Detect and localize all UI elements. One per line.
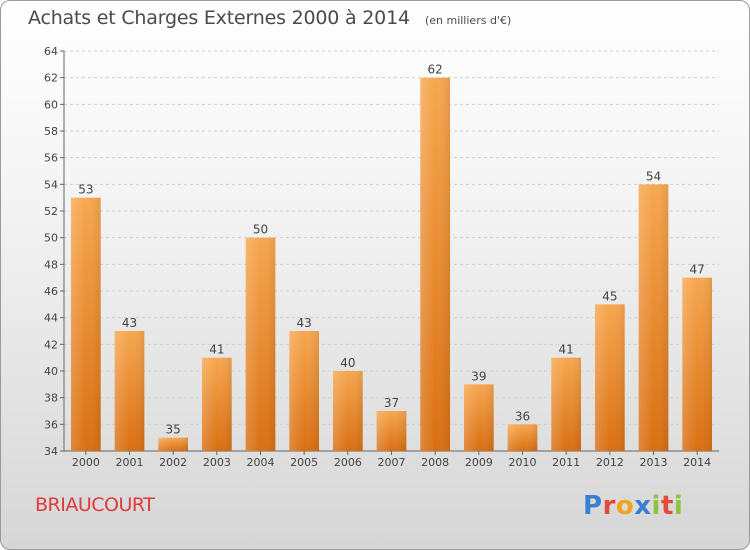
x-tick-label: 2013 xyxy=(640,456,668,469)
y-tick-label: 42 xyxy=(44,338,58,351)
logo-letter: i xyxy=(651,491,661,521)
data-label: 54 xyxy=(646,169,661,183)
y-tick-label: 56 xyxy=(44,152,58,165)
logo-letter: o xyxy=(615,491,635,521)
y-tick-label: 62 xyxy=(44,72,58,85)
bar-shine xyxy=(201,357,232,451)
bar-shine xyxy=(114,331,145,451)
data-label: 35 xyxy=(166,423,181,437)
logo-letter: P xyxy=(583,491,603,521)
x-tick-label: 2006 xyxy=(334,456,362,469)
bar-shine xyxy=(289,331,320,451)
x-tick-label: 2012 xyxy=(596,456,624,469)
chart-subtitle: (en milliers d'€) xyxy=(424,14,512,27)
data-label: 47 xyxy=(690,263,705,277)
data-label: 53 xyxy=(78,183,93,197)
x-tick-label: 2002 xyxy=(159,456,187,469)
logo-letter: i xyxy=(673,491,684,521)
y-tick-label: 44 xyxy=(44,312,58,325)
x-tick-label: 2014 xyxy=(683,456,711,469)
data-label: 41 xyxy=(209,343,224,357)
y-tick-label: 36 xyxy=(44,418,58,431)
x-tick-label: 2001 xyxy=(116,456,144,469)
y-tick-label: 34 xyxy=(44,445,58,458)
bars xyxy=(70,77,713,452)
bar-shine xyxy=(638,184,669,452)
data-label: 43 xyxy=(297,316,312,330)
logo-letter: r xyxy=(602,491,616,521)
data-label: 50 xyxy=(253,223,268,237)
data-label: 62 xyxy=(428,63,443,77)
data-labels: 53 43 35 41 50 43 40 37 62 39 36 41 45 54 47 xyxy=(78,63,705,437)
bar-shine xyxy=(463,384,494,451)
x-tick-label: 2000 xyxy=(72,456,100,469)
y-tick-label: 38 xyxy=(44,392,58,405)
x-tick-label: 2003 xyxy=(203,456,231,469)
data-label: 45 xyxy=(602,289,617,303)
chart-title-text: Achats et Charges Externes 2000 à 2014 xyxy=(28,7,410,29)
x-tick-label: 2007 xyxy=(378,456,406,469)
grid-lines xyxy=(64,50,719,452)
x-tick-label: 2004 xyxy=(247,456,275,469)
bar-shine xyxy=(420,77,451,452)
bar-shine xyxy=(682,277,713,451)
bar-shine xyxy=(158,437,189,451)
data-label: 41 xyxy=(559,343,574,357)
x-tick-label: 2010 xyxy=(509,456,537,469)
data-label: 37 xyxy=(384,396,399,410)
x-tick-labels: 2000 2001 2002 2003 2004 2005 2006 2007 2008 2009… xyxy=(72,456,711,469)
proxiti-logo: Proxiti xyxy=(583,491,683,521)
logo-letter: x xyxy=(634,491,652,521)
data-label: 40 xyxy=(340,356,355,370)
x-tick-label: 2005 xyxy=(290,456,318,469)
y-tick-labels: 34 36 38 40 42 44 46 48 50 52 54 56 58 60 62 64 xyxy=(44,45,58,458)
chart-title: Achats et Charges Externes 2000 à 2014 (… xyxy=(28,7,511,29)
y-tick-label: 64 xyxy=(44,45,58,58)
bar-shine xyxy=(245,237,276,451)
data-label: 36 xyxy=(515,409,530,423)
bar-shine xyxy=(507,424,538,451)
x-tick-label: 2011 xyxy=(552,456,580,469)
y-tick-label: 58 xyxy=(44,125,58,138)
bar-shine xyxy=(376,411,407,451)
y-tick-label: 54 xyxy=(44,178,58,191)
y-tick-label: 50 xyxy=(44,232,58,245)
y-tick-label: 60 xyxy=(44,98,58,111)
bar-shine xyxy=(551,357,582,451)
data-label: 39 xyxy=(471,369,486,383)
logo-letter: t xyxy=(660,491,674,521)
x-tick-label: 2009 xyxy=(465,456,493,469)
y-tick-label: 46 xyxy=(44,285,58,298)
commune-name: BRIAUCOURT xyxy=(35,494,155,516)
data-label: 43 xyxy=(122,316,137,330)
bar-shine xyxy=(70,197,101,451)
y-tick-label: 52 xyxy=(44,205,58,218)
x-tick-label: 2008 xyxy=(421,456,449,469)
bar-shine xyxy=(332,371,363,451)
y-tick-label: 48 xyxy=(44,258,58,271)
bar-shine xyxy=(594,304,625,451)
y-tick-label: 40 xyxy=(44,365,58,378)
